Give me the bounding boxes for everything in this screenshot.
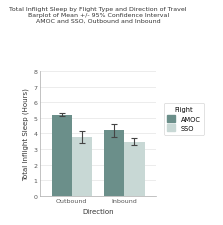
Bar bbox=[72, 138, 92, 196]
Bar bbox=[104, 131, 124, 196]
Bar bbox=[124, 142, 145, 196]
Bar bbox=[52, 115, 72, 196]
Y-axis label: Total Inflight Sleep (Hours): Total Inflight Sleep (Hours) bbox=[23, 88, 29, 180]
Legend: AMOC, SSO: AMOC, SSO bbox=[164, 104, 204, 135]
X-axis label: Direction: Direction bbox=[82, 208, 114, 214]
Text: Total Inflight Sleep by Flight Type and Direction of Travel
Barplot of Mean +/- : Total Inflight Sleep by Flight Type and … bbox=[9, 7, 187, 23]
